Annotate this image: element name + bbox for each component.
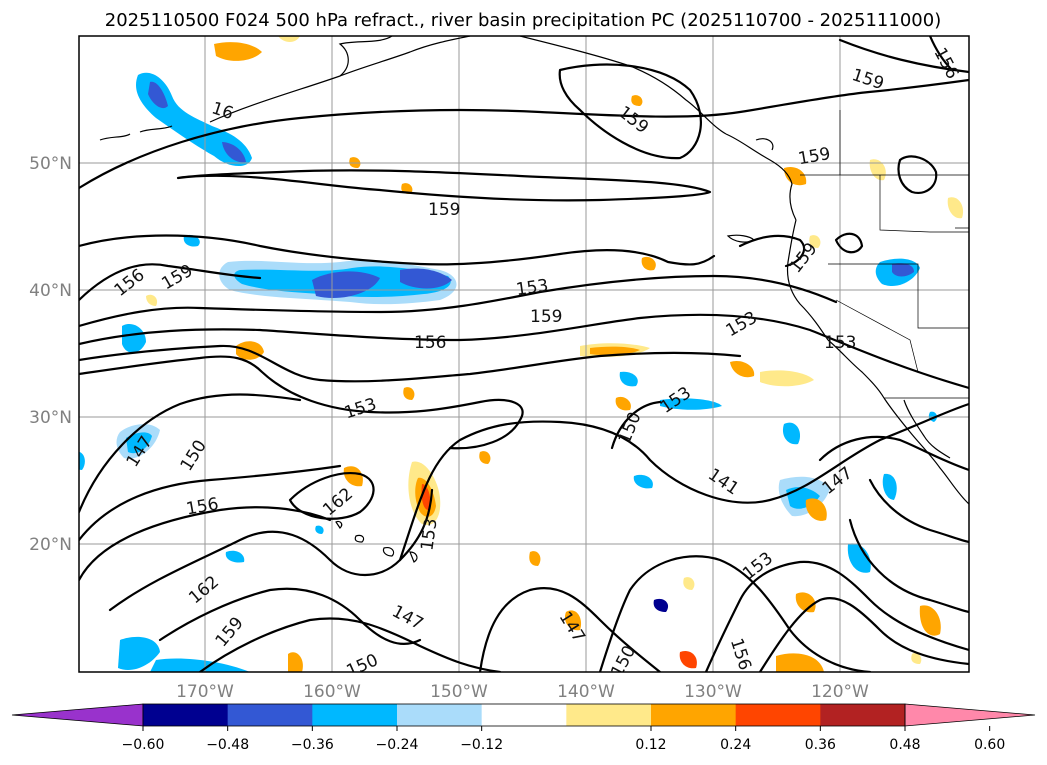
lat-label-20n: 20°N (29, 535, 72, 555)
colorbar-extend-low (11, 703, 144, 727)
gridlines (79, 36, 969, 672)
lat-label-50n: 50°N (29, 154, 72, 174)
contour-label: 156 (414, 333, 446, 353)
colorbar-tick-label: 0.48 (889, 737, 920, 753)
lon-label-170w: 170°W (176, 682, 234, 702)
latitude-labels: 50°N 40°N 30°N 20°N (29, 154, 72, 555)
colorbar-tick-label: −0.12 (460, 737, 503, 753)
colorbar-box (651, 704, 737, 726)
lon-label-120w: 120°W (811, 682, 869, 702)
map-title: 2025110500 F024 500 hPa refract., river … (105, 10, 941, 31)
colorbar-tick-label: −0.24 (376, 737, 419, 753)
colorbar-box (735, 704, 821, 726)
colorbar-box (566, 704, 652, 726)
longitude-labels: 170°W 160°W 150°W 140°W 130°W 120°W (176, 682, 869, 702)
lon-label-160w: 160°W (303, 682, 361, 702)
lat-label-30n: 30°N (29, 408, 72, 428)
colorbar-tick-label: 0.12 (635, 737, 666, 753)
colorbar-box (397, 704, 483, 726)
colorbar-box (481, 704, 567, 726)
colorbar-tick-label: 0.60 (974, 737, 1005, 753)
contour-label: 153 (417, 517, 441, 552)
colorbar: −0.60 −0.48 −0.36 −0.24 −0.12 0.12 0.24 0.36 0.4… (11, 703, 1036, 753)
contour-label: 159 (530, 307, 562, 327)
colorbar-box (820, 704, 906, 726)
colorbar-box (227, 704, 313, 726)
height-contours (79, 36, 969, 672)
lon-label-140w: 140°W (557, 682, 615, 702)
contour-label: 153 (515, 276, 550, 300)
colorbar-tick-label: 0.24 (720, 737, 751, 753)
colorbar-tick-label: −0.60 (122, 737, 165, 753)
coastlines (99, 36, 969, 563)
map-panel: 159 156 16 159 159 159 156 159 153 159 1… (78, 35, 970, 673)
political-borders (800, 110, 969, 399)
lon-label-150w: 150°W (430, 682, 488, 702)
colorbar-tick-label: −0.48 (206, 737, 249, 753)
colorbar-tick-label: −0.36 (291, 737, 334, 753)
contour-label: 159 (428, 200, 460, 220)
contour-label: 153 (824, 333, 856, 353)
colorbar-extend-high (904, 703, 1036, 727)
colorbar-box (143, 704, 229, 726)
colorbar-frame (142, 703, 906, 727)
lon-label-130w: 130°W (684, 682, 742, 702)
colorbar-box (312, 704, 398, 726)
colorbar-tick-label: 0.36 (805, 737, 836, 753)
lat-label-40n: 40°N (29, 281, 72, 301)
